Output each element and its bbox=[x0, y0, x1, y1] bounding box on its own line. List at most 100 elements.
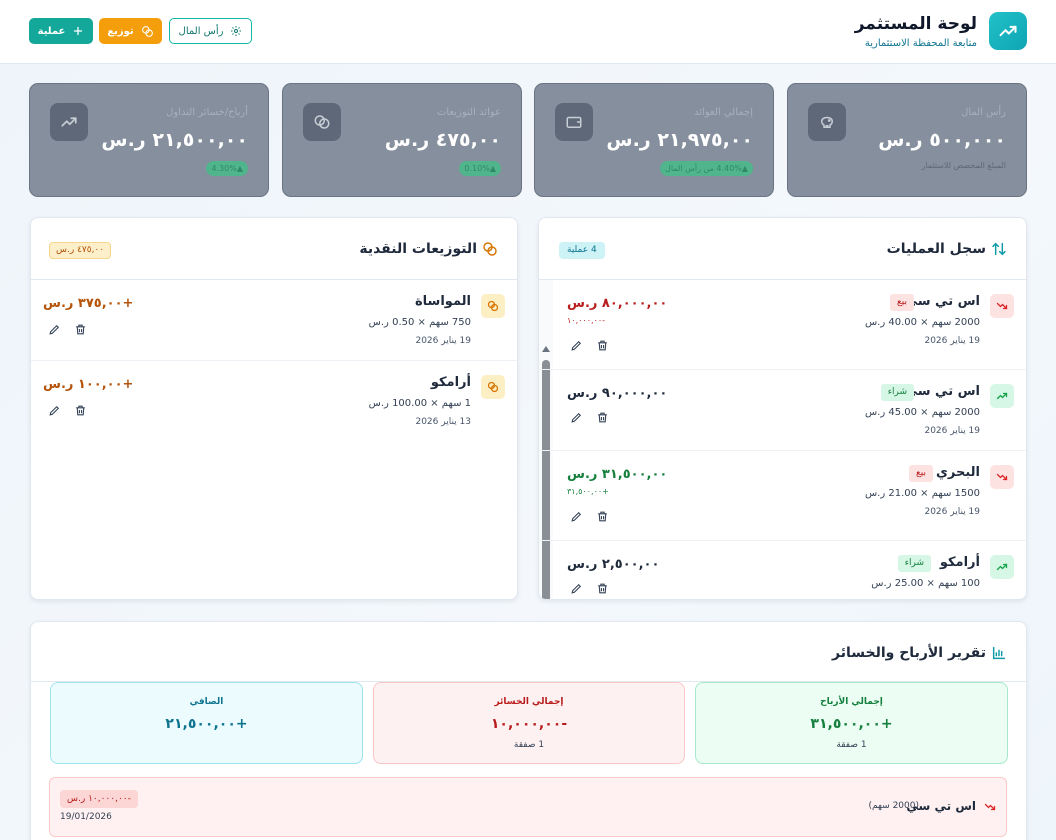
edit-pencil-icon[interactable] bbox=[569, 338, 583, 352]
operation-row: اس تي سي بيع 2000 سهم × 40.00 ر.س 19 ينا… bbox=[539, 280, 1026, 370]
distribution-date: 19 يناير 2026 bbox=[415, 336, 471, 346]
stat-value: ٢١,٩٧٥,٠٠ ر.س bbox=[606, 129, 753, 151]
distribution-amount: +١٠٠,٠٠ ر.س bbox=[43, 377, 134, 392]
operation-actions bbox=[569, 410, 609, 424]
trash-icon[interactable] bbox=[595, 410, 609, 424]
stat-value: ٥٠٠,٠٠٠ ر.س bbox=[878, 129, 1006, 151]
stat-note: المبلغ المخصص للاستثمار bbox=[921, 161, 1006, 170]
scroll-up-icon[interactable] bbox=[542, 346, 550, 352]
operation-amount: ٩٠,٠٠٠,٠٠ ر.س bbox=[567, 386, 668, 401]
panel-icon-box bbox=[990, 644, 1008, 662]
total-profits-label: إجمالي الأرباح bbox=[820, 697, 883, 707]
capital-button[interactable]: رأس المال bbox=[169, 18, 252, 44]
trend-up-icon bbox=[61, 117, 77, 127]
trash-icon[interactable] bbox=[73, 322, 87, 336]
operation-type-badge: شراء bbox=[897, 555, 931, 572]
stat-icon-box bbox=[303, 103, 341, 141]
operations-count-badge: 4 عملية bbox=[559, 242, 605, 259]
sort-arrows-icon bbox=[992, 242, 1006, 256]
scrollbar-thumb[interactable] bbox=[542, 360, 550, 599]
trash-icon[interactable] bbox=[595, 338, 609, 352]
edit-pencil-icon[interactable] bbox=[569, 581, 583, 595]
distribution-row: المواساة 750 سهم × 0.50 ر.س 19 يناير 202… bbox=[31, 280, 517, 361]
stat-card-distributions: عوائد التوزيعات ٤٧٥,٠٠ ر.س ▲0.10% bbox=[282, 83, 522, 197]
total-losses-value: -١٠,٠٠٠,٠٠ bbox=[490, 716, 568, 732]
report-title: تقرير الأرباح والخسائر bbox=[832, 645, 986, 661]
deal-date: 19/01/2026 bbox=[60, 812, 112, 822]
add-operation-button[interactable]: عملية bbox=[29, 18, 93, 44]
coins-icon bbox=[141, 25, 153, 37]
operation-stock-name: أرامكو bbox=[939, 555, 980, 570]
stat-label: عوائد التوزيعات bbox=[436, 107, 501, 118]
coins-icon bbox=[314, 115, 330, 129]
bar-chart-icon bbox=[992, 646, 1006, 660]
report-header: تقرير الأرباح والخسائر bbox=[31, 622, 1026, 682]
distributions-header: التوزيعات النقدية ٤٧٥,٠٠ ر.س bbox=[31, 218, 517, 280]
stat-card-capital: رأس المال ٥٠٠,٠٠٠ ر.س المبلغ المخصص للاس… bbox=[787, 83, 1027, 197]
operation-detail: 1500 سهم × 21.00 ر.س bbox=[864, 488, 980, 499]
operation-actions bbox=[569, 581, 609, 595]
distribution-detail: 1 سهم × 100.00 ر.س bbox=[368, 398, 471, 409]
distribution-icon-box bbox=[481, 294, 505, 318]
edit-pencil-icon[interactable] bbox=[569, 410, 583, 424]
edit-pencil-icon[interactable] bbox=[569, 509, 583, 523]
logo bbox=[989, 12, 1027, 50]
stat-icon-box bbox=[50, 103, 88, 141]
trash-icon[interactable] bbox=[595, 581, 609, 595]
operation-stock-name: اس تي سي bbox=[904, 294, 980, 309]
operation-actions bbox=[569, 338, 609, 352]
distribution-date: 13 يناير 2026 bbox=[415, 417, 471, 427]
distribution-detail: 750 سهم × 0.50 ر.س bbox=[368, 317, 471, 328]
deal-shares: (2000 سهم) bbox=[868, 801, 919, 811]
add-distribution-button[interactable]: توزيع bbox=[99, 18, 162, 44]
stat-card-total-returns: إجمالي العوائد ٢١,٩٧٥,٠٠ ر.س ▲4.40% من ر… bbox=[534, 83, 774, 197]
operations-scrollbar[interactable] bbox=[539, 280, 553, 599]
operation-stock-name: اس تي سي bbox=[904, 384, 980, 399]
panel-icon-box bbox=[990, 240, 1008, 258]
operation-detail: 2000 سهم × 40.00 ر.س bbox=[864, 317, 980, 328]
wallet-icon bbox=[566, 116, 582, 128]
operation-profit-loss: -١٠,٠٠٠,٠٠ bbox=[567, 316, 606, 325]
operation-type-badge: بيع bbox=[908, 465, 933, 482]
stat-label: رأس المال bbox=[961, 107, 1006, 118]
plus-icon bbox=[74, 26, 83, 36]
trend-down-icon bbox=[996, 473, 1008, 481]
deal-stock-name: اس تي سي bbox=[906, 799, 976, 813]
total-profits-value: +٣١,٥٠٠,٠٠ bbox=[810, 716, 893, 732]
stat-label: أرباح/خسائر التداول bbox=[166, 107, 248, 118]
distribution-actions bbox=[47, 322, 87, 336]
coins-icon bbox=[487, 381, 499, 393]
operation-type-icon-box bbox=[990, 384, 1014, 408]
distribution-stock-name: أرامكو bbox=[430, 375, 471, 390]
operation-row: اس تي سي شراء 2000 سهم × 45.00 ر.س 19 ين… bbox=[539, 370, 1026, 451]
total-losses-count: 1 صفقة bbox=[513, 740, 545, 750]
operations-title: سجل العمليات bbox=[886, 241, 986, 257]
operation-row: البحري بيع 1500 سهم × 21.00 ر.س 19 يناير… bbox=[539, 451, 1026, 541]
app-title: لوحة المستثمر bbox=[854, 14, 977, 34]
distribution-actions bbox=[47, 403, 87, 417]
operation-detail: 2000 سهم × 45.00 ر.س bbox=[864, 407, 980, 418]
trash-icon[interactable] bbox=[595, 509, 609, 523]
deal-amount-badge: -١٠,٠٠٠,٠٠ ر.س bbox=[60, 790, 138, 808]
trend-down-icon bbox=[996, 302, 1008, 310]
stat-label: إجمالي العوائد bbox=[694, 107, 753, 118]
operation-type-icon-box bbox=[990, 465, 1014, 489]
stat-icon-box bbox=[808, 103, 846, 141]
piggy-bank-icon bbox=[820, 116, 834, 128]
app-header: لوحة المستثمر متابعة المحفظة الاستثمارية… bbox=[0, 0, 1056, 64]
total-profits-card: إجمالي الأرباح +٣١,٥٠٠,٠٠ 1 صفقة bbox=[695, 682, 1008, 764]
coins-icon bbox=[487, 300, 499, 312]
app-subtitle: متابعة المحفظة الاستثمارية bbox=[864, 38, 977, 49]
stat-icon-box bbox=[555, 103, 593, 141]
distribution-stock-name: المواساة bbox=[415, 294, 471, 309]
trend-up-icon bbox=[999, 25, 1017, 37]
edit-pencil-icon[interactable] bbox=[47, 322, 61, 336]
edit-pencil-icon[interactable] bbox=[47, 403, 61, 417]
trend-down-icon bbox=[984, 803, 996, 811]
total-losses-label: إجمالي الخسائر bbox=[494, 697, 564, 707]
operation-detail: 100 سهم × 25.00 ر.س bbox=[871, 578, 980, 589]
operation-row: أرامكو شراء 100 سهم × 25.00 ر.س ٢,٥٠٠,٠٠… bbox=[539, 541, 1026, 599]
operation-type-icon-box bbox=[990, 555, 1014, 579]
profit-loss-report-panel: تقرير الأرباح والخسائر إجمالي الأرباح +٣… bbox=[30, 621, 1027, 840]
trash-icon[interactable] bbox=[73, 403, 87, 417]
